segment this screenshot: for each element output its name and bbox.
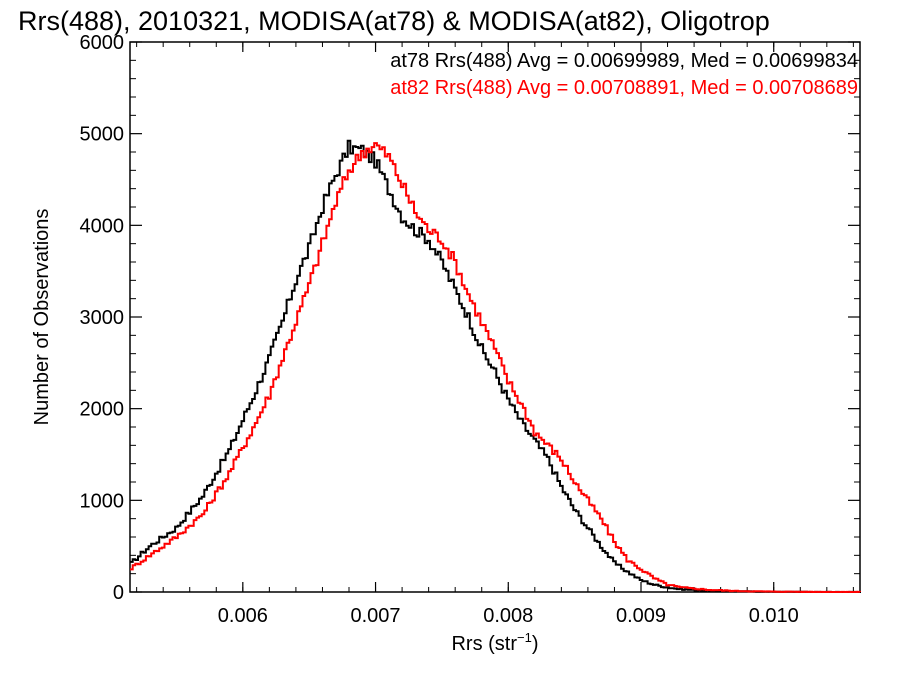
plot-frame	[129, 41, 861, 593]
y-tick-label: 3000	[80, 307, 125, 329]
series-layer	[130, 139, 861, 593]
series-line-at82	[130, 142, 861, 593]
x-axis-label-superscript: −1	[517, 630, 532, 645]
y-tick-label: 6000	[80, 32, 125, 54]
x-axis-label-close: )	[532, 633, 539, 655]
y-tick-label: 1000	[80, 490, 125, 512]
y-tick-label: 5000	[80, 124, 125, 146]
y-tick-label: 4000	[80, 215, 125, 237]
series-line-at78	[130, 139, 861, 593]
x-axis-label: Rrs (str−1)	[451, 630, 538, 655]
x-tick-label: 0.006	[218, 605, 268, 627]
y-axis-label: Number of Observations	[31, 209, 53, 426]
chart-title: Rrs(488), 2010321, MODISA(at78) & MODISA…	[18, 6, 770, 36]
x-tick-label: 0.007	[351, 605, 401, 627]
y-tick-label: 2000	[80, 399, 125, 421]
x-tick-label: 0.008	[483, 605, 533, 627]
y-tick-label: 0	[113, 582, 124, 604]
x-tick-label: 0.010	[749, 605, 799, 627]
legend-entry-at78: at78 Rrs(488) Avg = 0.00699989, Med = 0.…	[390, 50, 858, 72]
x-tick-label: 0.009	[616, 605, 666, 627]
axis-ticks: 0.006 0.007 0.008 0.009 0.010 0 1000 2000 3000 40…	[80, 32, 860, 627]
x-axis-label-main: Rrs (str	[451, 633, 517, 655]
legend-entry-at82: at82 Rrs(488) Avg = 0.00708891, Med = 0.…	[390, 77, 858, 99]
